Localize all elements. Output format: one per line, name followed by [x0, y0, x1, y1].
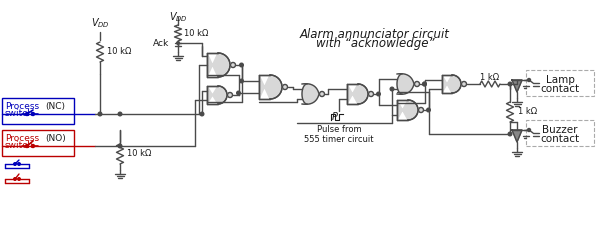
Text: 10 kΩ: 10 kΩ	[127, 150, 151, 159]
Circle shape	[236, 91, 240, 95]
Text: (NO): (NO)	[45, 134, 66, 143]
Polygon shape	[302, 84, 319, 104]
Circle shape	[18, 178, 20, 180]
Text: 1 kΩ: 1 kΩ	[481, 73, 500, 82]
FancyBboxPatch shape	[526, 120, 594, 146]
Text: $V_{DD}$: $V_{DD}$	[169, 10, 187, 24]
Circle shape	[240, 79, 244, 83]
Circle shape	[283, 84, 287, 90]
Text: contact: contact	[541, 84, 580, 94]
Circle shape	[118, 112, 122, 116]
Circle shape	[32, 113, 35, 115]
Circle shape	[176, 42, 179, 44]
Text: contact: contact	[541, 134, 580, 144]
Polygon shape	[347, 84, 368, 104]
Circle shape	[14, 163, 16, 165]
Circle shape	[422, 82, 426, 86]
Polygon shape	[397, 74, 414, 94]
Text: Pulse from
555 timer circuit: Pulse from 555 timer circuit	[304, 125, 374, 144]
Circle shape	[508, 132, 512, 136]
Circle shape	[32, 144, 35, 148]
Polygon shape	[207, 53, 230, 77]
FancyBboxPatch shape	[526, 70, 594, 96]
Circle shape	[25, 113, 29, 115]
Text: Process: Process	[5, 134, 39, 143]
Text: with “acknowledge”: with “acknowledge”	[316, 38, 434, 51]
Circle shape	[415, 82, 419, 86]
Circle shape	[230, 62, 235, 68]
Polygon shape	[259, 75, 282, 99]
Circle shape	[98, 112, 102, 116]
Text: Alarm annunciator circuit: Alarm annunciator circuit	[300, 28, 450, 40]
Text: switch: switch	[5, 141, 34, 150]
FancyBboxPatch shape	[2, 98, 74, 124]
Polygon shape	[442, 75, 461, 93]
Circle shape	[461, 82, 467, 86]
Circle shape	[118, 144, 122, 148]
Text: (NC): (NC)	[45, 101, 65, 111]
Polygon shape	[512, 80, 522, 92]
Text: P: P	[332, 112, 338, 122]
FancyBboxPatch shape	[2, 130, 74, 156]
Circle shape	[390, 87, 394, 91]
Polygon shape	[207, 86, 227, 104]
Circle shape	[320, 91, 325, 97]
Circle shape	[419, 107, 424, 113]
Text: Process: Process	[5, 102, 39, 111]
Polygon shape	[397, 100, 418, 120]
Circle shape	[527, 129, 530, 131]
Circle shape	[427, 108, 430, 112]
Text: switch: switch	[5, 109, 34, 118]
Circle shape	[422, 82, 426, 86]
Text: $V_{DD}$: $V_{DD}$	[91, 16, 109, 30]
Circle shape	[368, 91, 373, 97]
Circle shape	[508, 82, 512, 86]
Text: 1 kΩ: 1 kΩ	[518, 107, 537, 116]
Text: 10 kΩ: 10 kΩ	[107, 47, 131, 56]
Circle shape	[18, 163, 20, 165]
Circle shape	[527, 78, 530, 82]
Circle shape	[227, 92, 233, 98]
Circle shape	[14, 178, 16, 180]
Circle shape	[240, 63, 244, 67]
Polygon shape	[512, 130, 522, 142]
Text: Ack: Ack	[153, 38, 169, 47]
Circle shape	[377, 92, 380, 96]
Text: Buzzer: Buzzer	[542, 125, 578, 135]
Circle shape	[25, 144, 29, 148]
Circle shape	[200, 112, 204, 116]
Text: Lamp: Lamp	[545, 75, 574, 85]
Text: 10 kΩ: 10 kΩ	[184, 29, 208, 38]
